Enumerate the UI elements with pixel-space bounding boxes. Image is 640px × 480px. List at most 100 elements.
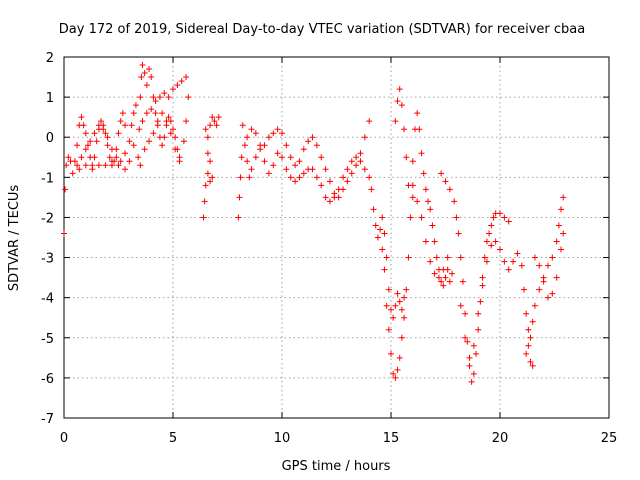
data-point [126,158,133,165]
y-tick-label: -5 [41,332,54,347]
data-point [246,174,253,181]
data-point [422,186,429,193]
data-point [309,134,316,141]
data-point [296,174,303,181]
data-point [80,122,87,129]
data-point [257,142,264,149]
data-point [510,258,517,265]
data-point [479,274,486,281]
data-point [438,278,445,285]
data-point [204,170,211,177]
data-point [322,194,329,201]
data-point [444,254,451,261]
data-point [442,274,449,281]
data-point [525,326,532,333]
data-point [392,302,399,309]
data-point [398,334,405,341]
data-point [213,122,220,129]
data-point [555,222,562,229]
data-point [427,258,434,265]
data-point [63,162,70,169]
data-point [385,286,392,293]
data-point [403,286,410,293]
data-point [150,130,157,137]
x-axis-label: GPS time / hours [282,459,391,474]
data-point [374,234,381,241]
data-point [540,278,547,285]
data-point [379,246,386,253]
data-point [87,138,94,145]
data-point [383,254,390,261]
data-point [394,366,401,373]
data-point [318,182,325,189]
data-point [183,118,190,125]
data-point [470,342,477,349]
data-point [379,214,386,221]
data-point [368,186,375,193]
data-point [102,162,109,169]
data-point [401,294,408,301]
data-point [429,222,436,229]
data-point [409,158,416,165]
data-point [100,126,107,133]
y-tick-label: 2 [46,51,54,66]
data-point [438,170,445,177]
data-point [488,242,495,249]
data-point [108,158,115,165]
data-point [65,154,72,161]
data-point [385,326,392,333]
data-point [388,306,394,313]
data-point [353,162,360,169]
data-point [200,214,207,221]
data-point [396,86,403,93]
data-point [514,250,521,257]
data-point [176,154,183,161]
data-point [82,130,89,137]
data-point [287,174,294,181]
data-point [174,82,181,89]
data-point [150,94,157,101]
data-point [279,154,285,161]
y-tick-label: -2 [41,211,54,226]
data-point [69,170,76,177]
data-point [326,198,333,205]
data-point [98,118,105,125]
x-tick-label: 0 [60,431,68,446]
data-point [265,170,272,177]
data-point [130,110,137,117]
data-point [172,146,179,153]
data-point [536,286,543,293]
data-point [261,158,268,165]
data-point [518,262,525,269]
data-point [95,162,102,169]
data-point [523,350,530,357]
data-point [91,154,98,161]
data-point [244,158,251,165]
data-point [237,174,244,181]
data-point [501,214,508,221]
data-point [466,362,473,369]
data-point [161,134,168,141]
data-point [558,246,565,253]
data-point [106,154,113,161]
data-point [309,166,316,173]
data-point [414,110,421,117]
data-point [115,162,122,169]
y-tick-label: -4 [41,292,54,307]
data-point [501,258,508,265]
data-point [136,126,143,133]
y-tick-label: -6 [41,372,54,387]
data-point [505,266,512,273]
data-point [407,214,414,221]
y-tick-label: 1 [46,91,54,106]
data-point [361,134,368,141]
data-point [170,86,176,93]
data-point [313,174,320,181]
data-point [122,166,129,173]
data-point [488,222,495,229]
data-point [531,254,538,261]
data-point [207,178,214,185]
data-point [141,70,148,77]
data-point [340,174,347,181]
data-point [473,350,480,357]
